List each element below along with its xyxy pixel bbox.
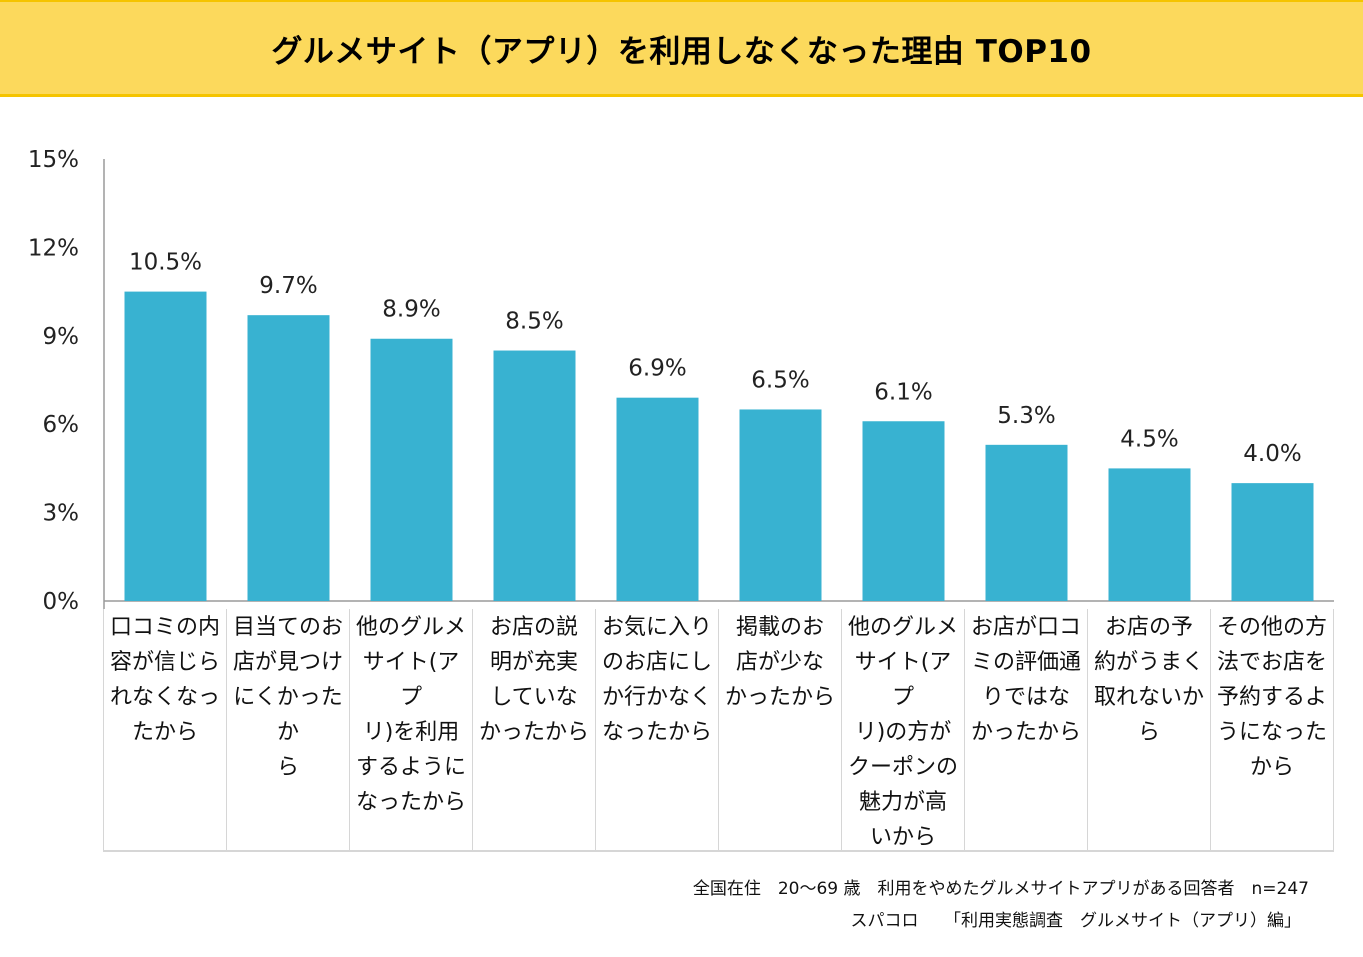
x-tick-label: 掲載のお 店が少な かったから	[718, 609, 842, 852]
data-label: 9.7%	[259, 273, 317, 299]
data-label: 6.9%	[628, 356, 686, 382]
x-tick-label: 他のグルメ サイト(アプ リ)の方が クーポンの 魅力が高 いから	[841, 609, 965, 852]
bar	[124, 291, 207, 601]
y-tick-label: 3%	[43, 501, 80, 527]
survey-note: 全国在住 20～69 歳 利用をやめたグルメサイトアプリがある回答者 n=247	[692, 879, 1309, 899]
bar	[985, 444, 1068, 601]
bar	[1108, 468, 1191, 601]
x-tick-label: 口コミの内 容が信じら れなくなっ たから	[103, 609, 227, 852]
y-tick-label: 0%	[43, 589, 80, 615]
y-tick-label: 6%	[43, 412, 80, 438]
data-label: 6.1%	[874, 379, 932, 405]
data-label: 4.0%	[1243, 441, 1301, 467]
x-tick-label: お気に入り のお店にし か行かなく なったから	[595, 609, 719, 852]
data-label: 8.5%	[505, 309, 563, 335]
bar	[739, 409, 822, 601]
data-label: 8.9%	[382, 297, 440, 323]
x-tick-label: その他の方 法でお店を 予約するよ うになった から	[1210, 609, 1334, 852]
bar	[862, 421, 945, 601]
bar	[616, 397, 699, 601]
data-label: 4.5%	[1120, 426, 1178, 452]
bar	[493, 350, 576, 601]
data-label: 10.5%	[129, 250, 202, 276]
x-tick-label: 目当てのお 店が見つけ にくかったか ら	[226, 609, 350, 852]
bar	[1231, 483, 1314, 601]
y-tick-label: 12%	[28, 235, 79, 261]
x-tick-label: お店が口コ ミの評価通 りではな かったから	[964, 609, 1088, 852]
chart-title: グルメサイト（アプリ）を利用しなくなった理由 TOP10	[271, 33, 1092, 70]
x-tick-label: お店の説 明が充実 していな かったから	[472, 609, 596, 852]
data-label: 5.3%	[997, 403, 1055, 429]
data-label: 6.5%	[751, 367, 809, 393]
bar	[247, 315, 330, 601]
y-tick-label: 15%	[28, 147, 79, 173]
x-tick-label: お店の予 約がうまく 取れないか ら	[1087, 609, 1211, 852]
source-note: スパコロ 「利用実態調査 グルメサイト（アプリ）編」	[850, 911, 1302, 931]
title-banner: グルメサイト（アプリ）を利用しなくなった理由 TOP10	[0, 0, 1363, 97]
bar	[370, 338, 453, 601]
x-tick-label: 他のグルメ サイト(アプ リ)を利用 するように なったから	[349, 609, 473, 852]
y-tick-label: 9%	[43, 324, 80, 350]
